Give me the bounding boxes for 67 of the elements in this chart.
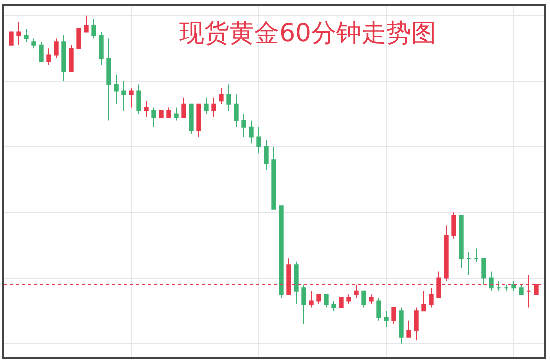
candlestick bbox=[212, 97, 216, 118]
candlestick bbox=[392, 307, 396, 325]
candlestick bbox=[152, 107, 156, 128]
candlestick bbox=[324, 294, 329, 308]
candlestick bbox=[452, 212, 456, 240]
candlestick bbox=[376, 297, 382, 322]
candlestick bbox=[39, 42, 44, 62]
candlestick bbox=[422, 290, 426, 312]
candlestick bbox=[76, 28, 82, 50]
candlestick bbox=[234, 94, 239, 128]
candlestick bbox=[189, 104, 194, 134]
candlestick bbox=[114, 74, 119, 105]
candlestick bbox=[316, 294, 322, 306]
candlestick bbox=[444, 225, 449, 282]
candlestick bbox=[16, 22, 22, 46]
candlestick bbox=[46, 48, 52, 66]
candlestick bbox=[256, 126, 262, 154]
candlestick bbox=[332, 300, 336, 312]
candlestick bbox=[196, 104, 202, 138]
candlestick bbox=[339, 297, 344, 308]
candlestick bbox=[9, 32, 14, 46]
candlestick bbox=[279, 206, 284, 298]
candlestick bbox=[54, 38, 59, 59]
candlestick bbox=[466, 252, 472, 276]
candlestick bbox=[272, 146, 276, 210]
candlestick bbox=[122, 80, 126, 112]
candlestick bbox=[474, 248, 479, 262]
candlestick bbox=[512, 281, 516, 292]
candlestick bbox=[399, 307, 404, 344]
candlestick bbox=[242, 114, 246, 138]
candlestick bbox=[204, 97, 209, 115]
candlestick bbox=[106, 38, 112, 122]
candlestick bbox=[384, 310, 389, 328]
candlestick bbox=[482, 258, 486, 286]
candlestick bbox=[62, 35, 66, 82]
candlestick bbox=[159, 110, 164, 118]
candlestick bbox=[459, 215, 464, 269]
candlestick bbox=[264, 140, 269, 171]
candlestick bbox=[294, 261, 299, 306]
candlestick bbox=[219, 88, 224, 105]
candlestick bbox=[362, 290, 366, 308]
candlestick bbox=[489, 271, 494, 292]
candlestick bbox=[406, 320, 412, 338]
candlestick bbox=[519, 284, 524, 296]
candlestick bbox=[144, 100, 149, 118]
candlestick bbox=[92, 18, 96, 40]
candlestick bbox=[346, 294, 352, 306]
candlestick bbox=[226, 84, 232, 112]
candlestick bbox=[414, 307, 419, 342]
candlestick bbox=[309, 290, 314, 308]
candlestick bbox=[32, 38, 36, 50]
candlestick bbox=[69, 44, 74, 72]
candlestick bbox=[24, 28, 29, 43]
candlestick bbox=[429, 288, 434, 308]
candlestick bbox=[369, 294, 374, 306]
candlestick bbox=[166, 107, 172, 118]
candlestick bbox=[504, 284, 509, 292]
candlestick bbox=[136, 84, 142, 115]
candlestick bbox=[129, 88, 134, 108]
candlestick bbox=[249, 120, 254, 144]
candlestick bbox=[99, 32, 104, 66]
candlestick bbox=[496, 281, 502, 292]
chart-title: 现货黄金60分钟走势图 bbox=[180, 18, 436, 48]
candlestick bbox=[84, 15, 89, 33]
candlestick bbox=[182, 97, 186, 118]
candlestick bbox=[302, 284, 306, 325]
candlestick bbox=[174, 107, 179, 122]
